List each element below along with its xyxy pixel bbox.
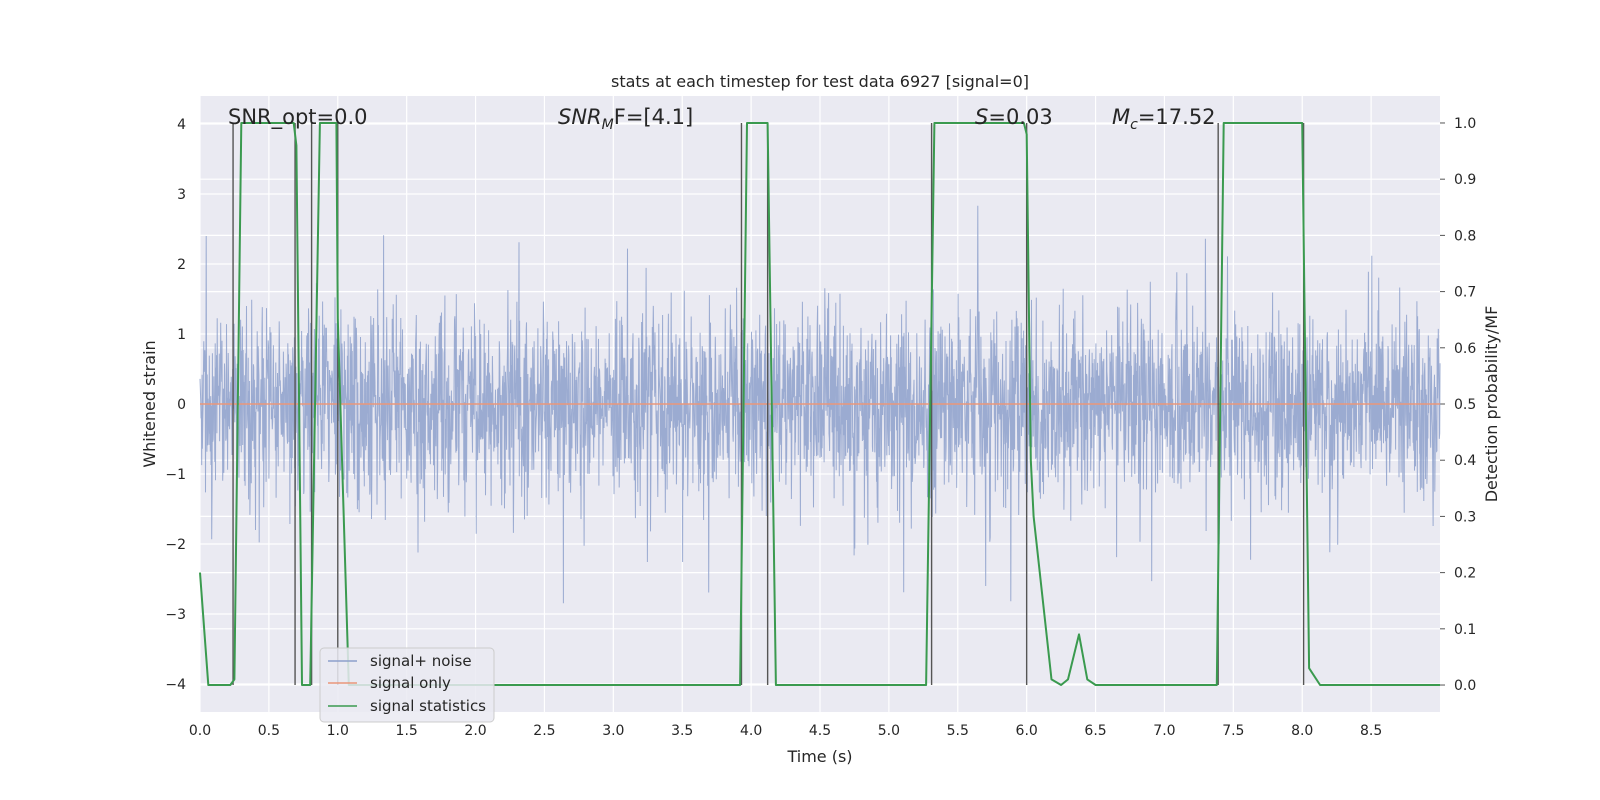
y-axis-ticks: −4 −3 −2 −1 0 1 2 3 4 — [165, 117, 186, 693]
x-tick-label: 8.5 — [1360, 723, 1382, 739]
y-tick-label: −4 — [165, 677, 186, 693]
x-tick-label: 6.5 — [1084, 723, 1106, 739]
x-tick-label: 1.0 — [327, 723, 349, 739]
y-tick-label: −2 — [165, 537, 186, 553]
x-tick-label: 7.0 — [1153, 723, 1175, 739]
annotation-mc-label: M — [1112, 105, 1130, 129]
x-tick-label: 2.0 — [464, 723, 486, 739]
y-tick-label: 2 — [177, 257, 186, 273]
y-right-tick-label: 0.0 — [1454, 678, 1476, 694]
y-right-tick-label: 0.4 — [1454, 453, 1476, 469]
x-tick-label: 2.5 — [533, 723, 555, 739]
annotation-s-label: S — [975, 105, 988, 129]
x-tick-label: 4.5 — [809, 723, 831, 739]
y-axis-label: Whitened strain — [140, 340, 159, 467]
legend-label-signal-only: signal only — [370, 674, 451, 692]
y-tick-label: 1 — [177, 327, 186, 343]
legend-label-signal-statistics: signal statistics — [370, 697, 486, 715]
y-right-tick-label: 0.3 — [1454, 509, 1476, 525]
x-tick-label: 5.0 — [878, 723, 900, 739]
x-tick-label: 0.0 — [189, 723, 211, 739]
annotation-snr-mf-sub: M — [602, 117, 614, 133]
y-tick-label: −3 — [165, 607, 186, 623]
x-tick-label: 0.5 — [258, 723, 280, 739]
y-right-tick-label: 0.2 — [1454, 566, 1476, 582]
x-tick-label: 1.5 — [396, 723, 418, 739]
y-tick-label: 3 — [177, 187, 186, 203]
y-right-tick-label: 0.6 — [1454, 341, 1476, 357]
x-tick-label: 7.5 — [1222, 723, 1244, 739]
x-axis-ticks: 0.0 0.5 1.0 1.5 2.0 2.5 3.0 3.5 4.0 4.5 5.0 5.5 6.0 6… — [189, 723, 1382, 739]
y-right-tick-label: 0.7 — [1454, 285, 1476, 301]
y-right-tick-label: 0.8 — [1454, 228, 1476, 244]
noise-trace — [199, 205, 1441, 604]
annotation-mc-value: =17.52 — [1138, 105, 1216, 129]
legend: signal+ noise signal only signal statist… — [319, 647, 495, 723]
y-axis-right-ticks: 0.0 0.1 0.2 0.3 0.4 0.5 0.6 0.7 0.8 0.9 1.0 — [1454, 116, 1476, 694]
x-axis-label: Time (s) — [786, 747, 852, 766]
series-signal-statistics — [199, 122, 1440, 686]
annotation-mc: Mc=17.52 — [1112, 105, 1216, 133]
x-tick-label: 3.0 — [602, 723, 624, 739]
y-right-tick-label: 0.9 — [1454, 172, 1476, 188]
x-tick-label: 4.0 — [740, 723, 762, 739]
annotation-s-value: =0.03 — [988, 105, 1052, 129]
annotation-snr-mf-tail: F=[4.1] — [614, 105, 693, 129]
legend-label-signal-noise: signal+ noise — [370, 652, 472, 670]
annotation-mc-sub: c — [1130, 117, 1138, 133]
annotation-s: S=0.03 — [975, 105, 1053, 129]
y-right-tick-label: 0.1 — [1454, 622, 1476, 638]
annotation-snr-opt: SNR_opt=0.0 — [228, 105, 368, 130]
legend-box — [319, 647, 495, 723]
y-right-tick-label: 0.5 — [1454, 397, 1476, 413]
y-tick-label: 4 — [177, 117, 186, 133]
annotation-snr-mf: SNRMF=[4.1] — [558, 105, 693, 133]
x-tick-label: 8.0 — [1291, 723, 1313, 739]
y-tick-label: −1 — [165, 467, 186, 483]
x-tick-label: 5.5 — [947, 723, 969, 739]
chart-title: stats at each timestep for test data 692… — [611, 72, 1029, 91]
series-signal-noise — [199, 205, 1441, 604]
x-tick-label: 6.0 — [1016, 723, 1038, 739]
y-axis-right-label: Detection probability/MF — [1482, 306, 1501, 503]
annotation-snr-mf-label: SNR — [558, 105, 602, 129]
x-tick-label: 3.5 — [671, 723, 693, 739]
y-right-tick-label: 1.0 — [1454, 116, 1476, 132]
y-tick-label: 0 — [177, 397, 186, 413]
statistics-line — [199, 122, 1440, 686]
